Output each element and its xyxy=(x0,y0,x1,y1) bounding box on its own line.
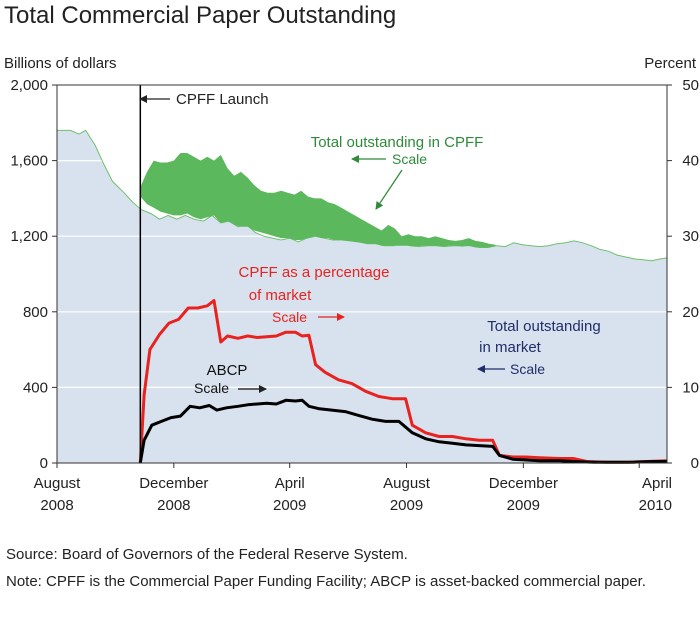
right-tick-label: 50 xyxy=(682,77,699,94)
abcp-scale: Scale xyxy=(194,380,229,396)
left-tick-label: 2,000 xyxy=(10,77,48,94)
right-axis-ticks: 50 40 30 20 10 0 xyxy=(667,77,699,472)
cpff-band xyxy=(140,153,496,248)
right-tick-label: 20 xyxy=(682,304,699,321)
left-tick-label: 1,600 xyxy=(10,153,48,170)
x-tick-label-year: 2009 xyxy=(507,497,540,514)
right-tick-label: 10 xyxy=(682,379,699,396)
left-tick-label: 0 xyxy=(40,455,48,472)
x-axis-ticks: August 2008 December 2008 April 2009 August 200… xyxy=(34,463,672,514)
plot-area xyxy=(56,84,668,464)
right-axis-title: Percent xyxy=(644,55,697,72)
right-tick-label: 0 xyxy=(691,455,699,472)
x-tick-label-year: 2008 xyxy=(157,497,190,514)
footnote: Note: CPFF is the Commercial Paper Fundi… xyxy=(6,573,646,590)
left-tick-label: 1,200 xyxy=(10,228,48,245)
annotation-cpff-launch: CPFF Launch xyxy=(139,91,269,108)
cpff-pct-line xyxy=(138,299,668,464)
market-area xyxy=(57,130,667,463)
x-tick-label-month: April xyxy=(275,475,305,492)
cpff-total-label: Total outstanding in CPFF xyxy=(311,134,484,151)
cpff-total-scale: Scale xyxy=(392,151,427,167)
x-tick-label-month: August xyxy=(34,475,82,492)
x-tick-label-month: April xyxy=(642,475,672,492)
chart-title: Total Commercial Paper Outstanding xyxy=(4,2,397,29)
left-axis-title: Billions of dollars xyxy=(4,55,117,72)
x-tick-label-year: 2008 xyxy=(40,497,73,514)
annotation-market: Total outstanding in market Scale xyxy=(477,318,601,377)
market-label-1: Total outstanding xyxy=(487,318,600,335)
left-tick-label: 800 xyxy=(23,304,48,321)
x-tick-label-month: August xyxy=(383,475,431,492)
market-outline xyxy=(57,129,668,262)
cpff-pct-label-1: CPFF as a percentage xyxy=(239,264,390,281)
x-tick-label-month: December xyxy=(489,475,558,492)
abcp-label: ABCP xyxy=(207,362,248,379)
x-tick-label-year: 2010 xyxy=(639,497,672,514)
cpff-launch-label: CPFF Launch xyxy=(176,91,269,108)
abcp-line xyxy=(138,398,667,464)
left-tick-label: 400 xyxy=(23,379,48,396)
x-tick-label-year: 2009 xyxy=(273,497,306,514)
right-tick-label: 40 xyxy=(682,153,699,170)
cpff-pct-scale: Scale xyxy=(272,309,307,325)
left-axis-ticks: 2,000 1,600 1,200 800 400 0 xyxy=(10,77,57,472)
cpff-pct-label-2: of market xyxy=(249,287,312,304)
arrow-pointer-icon xyxy=(375,169,403,210)
market-label-2: in market xyxy=(479,339,542,356)
x-tick-label-month: December xyxy=(139,475,208,492)
market-scale: Scale xyxy=(510,361,545,377)
source-note: Source: Board of Governors of the Federa… xyxy=(6,546,408,563)
chart-canvas: Billions of dollars Percent 2,000 1,600 1,… xyxy=(4,55,699,514)
annotation-cpff-pct: CPFF as a percentage of market Scale xyxy=(239,264,390,325)
x-tick-label-year: 2009 xyxy=(390,497,423,514)
annotation-abcp: ABCP Scale xyxy=(194,362,267,396)
right-tick-label: 30 xyxy=(682,228,699,245)
annotation-cpff-total: Total outstanding in CPFF Scale xyxy=(311,134,484,210)
plot-frame xyxy=(56,84,668,464)
